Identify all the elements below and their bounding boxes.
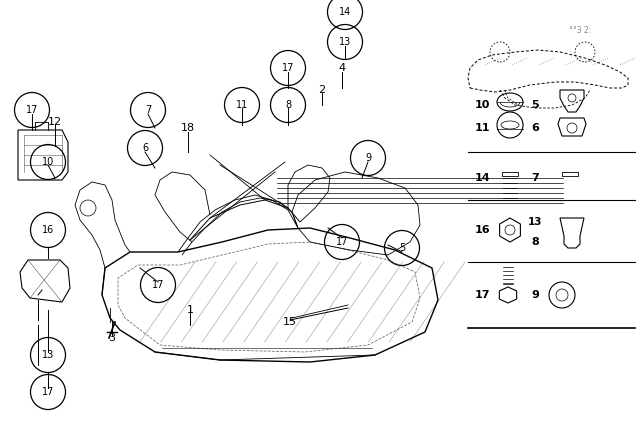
Text: 8: 8 bbox=[285, 100, 291, 110]
Text: 7: 7 bbox=[145, 105, 151, 115]
Text: 17: 17 bbox=[26, 105, 38, 115]
Text: 16: 16 bbox=[42, 225, 54, 235]
Text: 14: 14 bbox=[339, 7, 351, 17]
Text: 10: 10 bbox=[42, 157, 54, 167]
Text: 17: 17 bbox=[474, 290, 490, 300]
Text: 5: 5 bbox=[399, 243, 405, 253]
Text: 17: 17 bbox=[336, 237, 348, 247]
Text: 13: 13 bbox=[42, 350, 54, 360]
Text: 17: 17 bbox=[152, 280, 164, 290]
Text: °°3 2:: °°3 2: bbox=[569, 26, 591, 34]
Text: 1: 1 bbox=[186, 305, 193, 315]
Text: 8: 8 bbox=[531, 237, 539, 247]
Text: 13: 13 bbox=[339, 37, 351, 47]
Text: 6: 6 bbox=[531, 123, 539, 133]
Text: 10: 10 bbox=[474, 100, 490, 110]
Text: 3: 3 bbox=[109, 333, 115, 343]
Text: 18: 18 bbox=[181, 123, 195, 133]
Text: 12: 12 bbox=[48, 117, 62, 127]
Text: 7: 7 bbox=[531, 173, 539, 183]
Text: 17: 17 bbox=[42, 387, 54, 397]
Text: 4: 4 bbox=[339, 63, 346, 73]
Text: 2: 2 bbox=[319, 85, 326, 95]
Text: 5: 5 bbox=[531, 100, 539, 110]
Text: 16: 16 bbox=[474, 225, 490, 235]
Text: 6: 6 bbox=[142, 143, 148, 153]
Text: 15: 15 bbox=[283, 317, 297, 327]
Text: 13: 13 bbox=[528, 217, 542, 227]
Text: 9: 9 bbox=[531, 290, 539, 300]
Text: 14: 14 bbox=[474, 173, 490, 183]
Text: 17: 17 bbox=[282, 63, 294, 73]
Text: 11: 11 bbox=[474, 123, 490, 133]
Text: 11: 11 bbox=[236, 100, 248, 110]
Text: 9: 9 bbox=[365, 153, 371, 163]
